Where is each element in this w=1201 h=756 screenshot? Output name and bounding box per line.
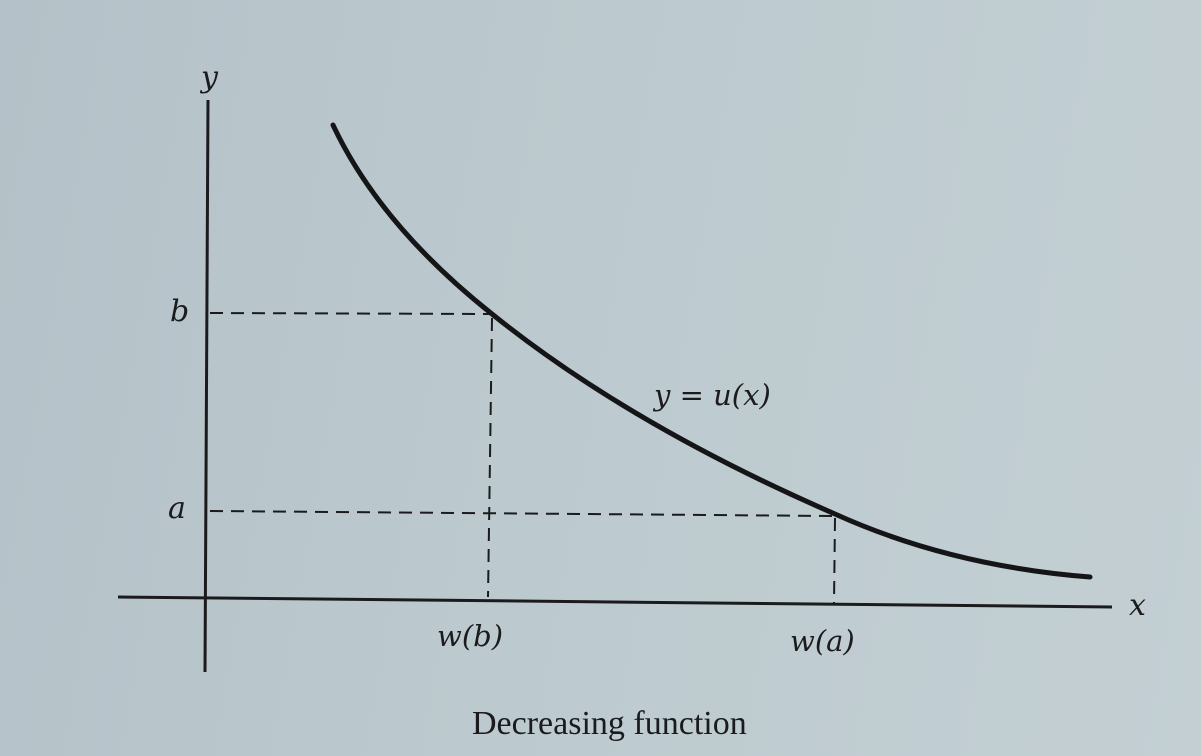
w-a-vertical-guide xyxy=(833,517,836,604)
decreasing-curve xyxy=(330,122,1093,580)
x-tick-label-w-b: w(b) xyxy=(437,619,503,653)
a-horizontal-guide xyxy=(209,510,834,517)
y-tick-label-a: a xyxy=(168,491,186,526)
figure-caption: Decreasing function xyxy=(472,705,747,742)
x-axis xyxy=(117,595,1113,609)
y-axis xyxy=(203,99,210,673)
w-b-vertical-guide xyxy=(487,317,493,598)
b-horizontal-guide xyxy=(209,312,493,315)
y-axis-label: y xyxy=(199,60,219,95)
curve-label: y = u(x) xyxy=(652,378,771,412)
x-axis-label: x xyxy=(1129,588,1146,623)
x-tick-label-w-a: w(a) xyxy=(790,624,855,658)
y-tick-label-b: b xyxy=(170,294,189,329)
